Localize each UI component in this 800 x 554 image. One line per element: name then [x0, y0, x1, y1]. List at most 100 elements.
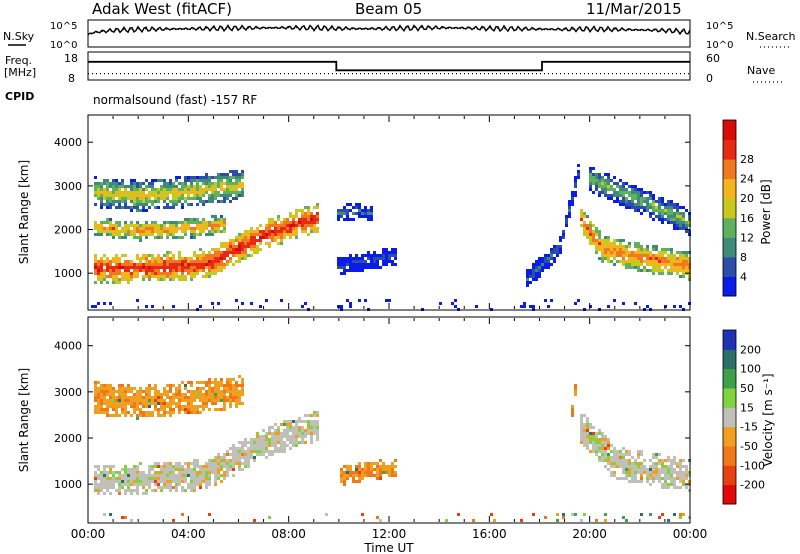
- heatmap-cell: [196, 260, 199, 263]
- heatmap-cell: [592, 441, 595, 444]
- heatmap-cell: [658, 203, 661, 206]
- heatmap-cell: [616, 465, 619, 468]
- heatmap-cell: [661, 197, 664, 200]
- heatmap-cell: [139, 191, 142, 194]
- heatmap-cell: [181, 230, 184, 233]
- heatmap-cell: [310, 230, 313, 233]
- heatmap-cell: [100, 227, 103, 230]
- heatmap-cell: [97, 489, 100, 492]
- heatmap-cell: [337, 218, 340, 221]
- heatmap-cell: [142, 230, 145, 233]
- heatmap-cell: [607, 194, 610, 197]
- heatmap-cell: [655, 462, 658, 465]
- heatmap-cell: [382, 260, 385, 263]
- heatmap-cell: [145, 269, 148, 272]
- heatmap-cell: [208, 384, 211, 387]
- heatmap-cell: [373, 251, 376, 254]
- heatmap-cell: [613, 251, 616, 254]
- heatmap-cell: [349, 468, 352, 471]
- heatmap-cell: [376, 263, 379, 266]
- colorbar-tick-label: 50: [740, 382, 754, 395]
- heatmap-cell: [667, 465, 670, 468]
- heatmap-cell: [655, 471, 658, 474]
- heatmap-cell: [649, 197, 652, 200]
- heatmap-cell: [193, 396, 196, 399]
- heatmap-cell: [157, 471, 160, 474]
- heatmap-cell: [190, 405, 193, 408]
- heatmap-cell: [166, 396, 169, 399]
- heatmap-cell: [94, 233, 97, 236]
- heatmap-cell: [682, 224, 685, 227]
- heatmap-cell: [634, 206, 637, 209]
- heatmap-cell: [598, 248, 601, 251]
- heatmap-cell: [283, 227, 286, 230]
- heatmap-cell: [685, 263, 688, 266]
- heatmap-cell: [109, 260, 112, 263]
- heatmap-cell: [601, 176, 604, 179]
- heatmap-cell: [259, 242, 262, 245]
- heatmap-cell: [562, 230, 565, 233]
- heatmap-cell: [193, 462, 196, 465]
- heatmap-cell: [133, 188, 136, 191]
- heatmap-cell: [685, 471, 688, 474]
- heatmap-cell: [160, 465, 163, 468]
- heatmap-cell: [214, 257, 217, 260]
- heatmap-cell: [238, 179, 241, 182]
- heatmap-cell: [223, 471, 226, 474]
- heatmap-cell: [361, 474, 364, 477]
- heatmap-cell: [220, 221, 223, 224]
- heatmap-cell: [211, 269, 214, 272]
- heatmap-cell: [661, 254, 664, 257]
- heatmap-cell: [202, 393, 205, 396]
- heatmap-cell: [175, 483, 178, 486]
- heatmap-cell: [676, 474, 679, 477]
- heatmap-cell: [100, 489, 103, 492]
- heatmap-cell: [187, 474, 190, 477]
- heatmap-cell: [214, 480, 217, 483]
- heatmap-cell: [190, 263, 193, 266]
- heatmap-cell: [208, 468, 211, 471]
- heatmap-cell: [268, 236, 271, 239]
- heatmap-cell: [217, 224, 220, 227]
- heatmap-cell: [649, 215, 652, 218]
- heatmap-cell: [535, 260, 538, 263]
- heatmap-cell: [223, 173, 226, 176]
- heatmap-cell: [145, 275, 148, 278]
- heatmap-cell: [376, 266, 379, 269]
- heatmap-cell: [631, 185, 634, 188]
- heatmap-cell: [130, 197, 133, 200]
- heatmap-cell: [268, 224, 271, 227]
- heatmap-cell: [145, 390, 148, 393]
- heatmap-cell: [259, 305, 262, 308]
- heatmap-cell: [244, 236, 247, 239]
- heatmap-cell: [94, 305, 97, 308]
- heatmap-cell: [151, 411, 154, 414]
- heatmap-cell: [262, 438, 265, 441]
- heatmap-cell: [181, 266, 184, 269]
- heatmap-cell: [364, 260, 367, 263]
- heatmap-cell: [394, 257, 397, 260]
- heatmap-cell: [616, 453, 619, 456]
- heatmap-cell: [229, 396, 232, 399]
- heatmap-cell: [577, 176, 580, 179]
- heatmap-cell: [301, 221, 304, 224]
- heatmap-cell: [172, 269, 175, 272]
- heatmap-cell: [205, 390, 208, 393]
- heatmap-cell: [685, 254, 688, 257]
- heatmap-cell: [175, 462, 178, 465]
- heatmap-cell: [199, 393, 202, 396]
- heatmap-cell: [238, 254, 241, 257]
- heatmap-cell: [286, 432, 289, 435]
- heatmap-cell: [385, 263, 388, 266]
- heatmap-cell: [286, 233, 289, 236]
- heatmap-cell: [268, 218, 271, 221]
- heatmap-cell: [616, 477, 619, 480]
- heatmap-cell: [199, 188, 202, 191]
- heatmap-cell: [616, 251, 619, 254]
- cpid-label: CPID: [5, 90, 34, 103]
- heatmap-cell: [637, 209, 640, 212]
- heatmap-cell: [205, 257, 208, 260]
- heatmap-cell: [109, 275, 112, 278]
- heatmap-cell: [190, 218, 193, 221]
- heatmap-cell: [637, 465, 640, 468]
